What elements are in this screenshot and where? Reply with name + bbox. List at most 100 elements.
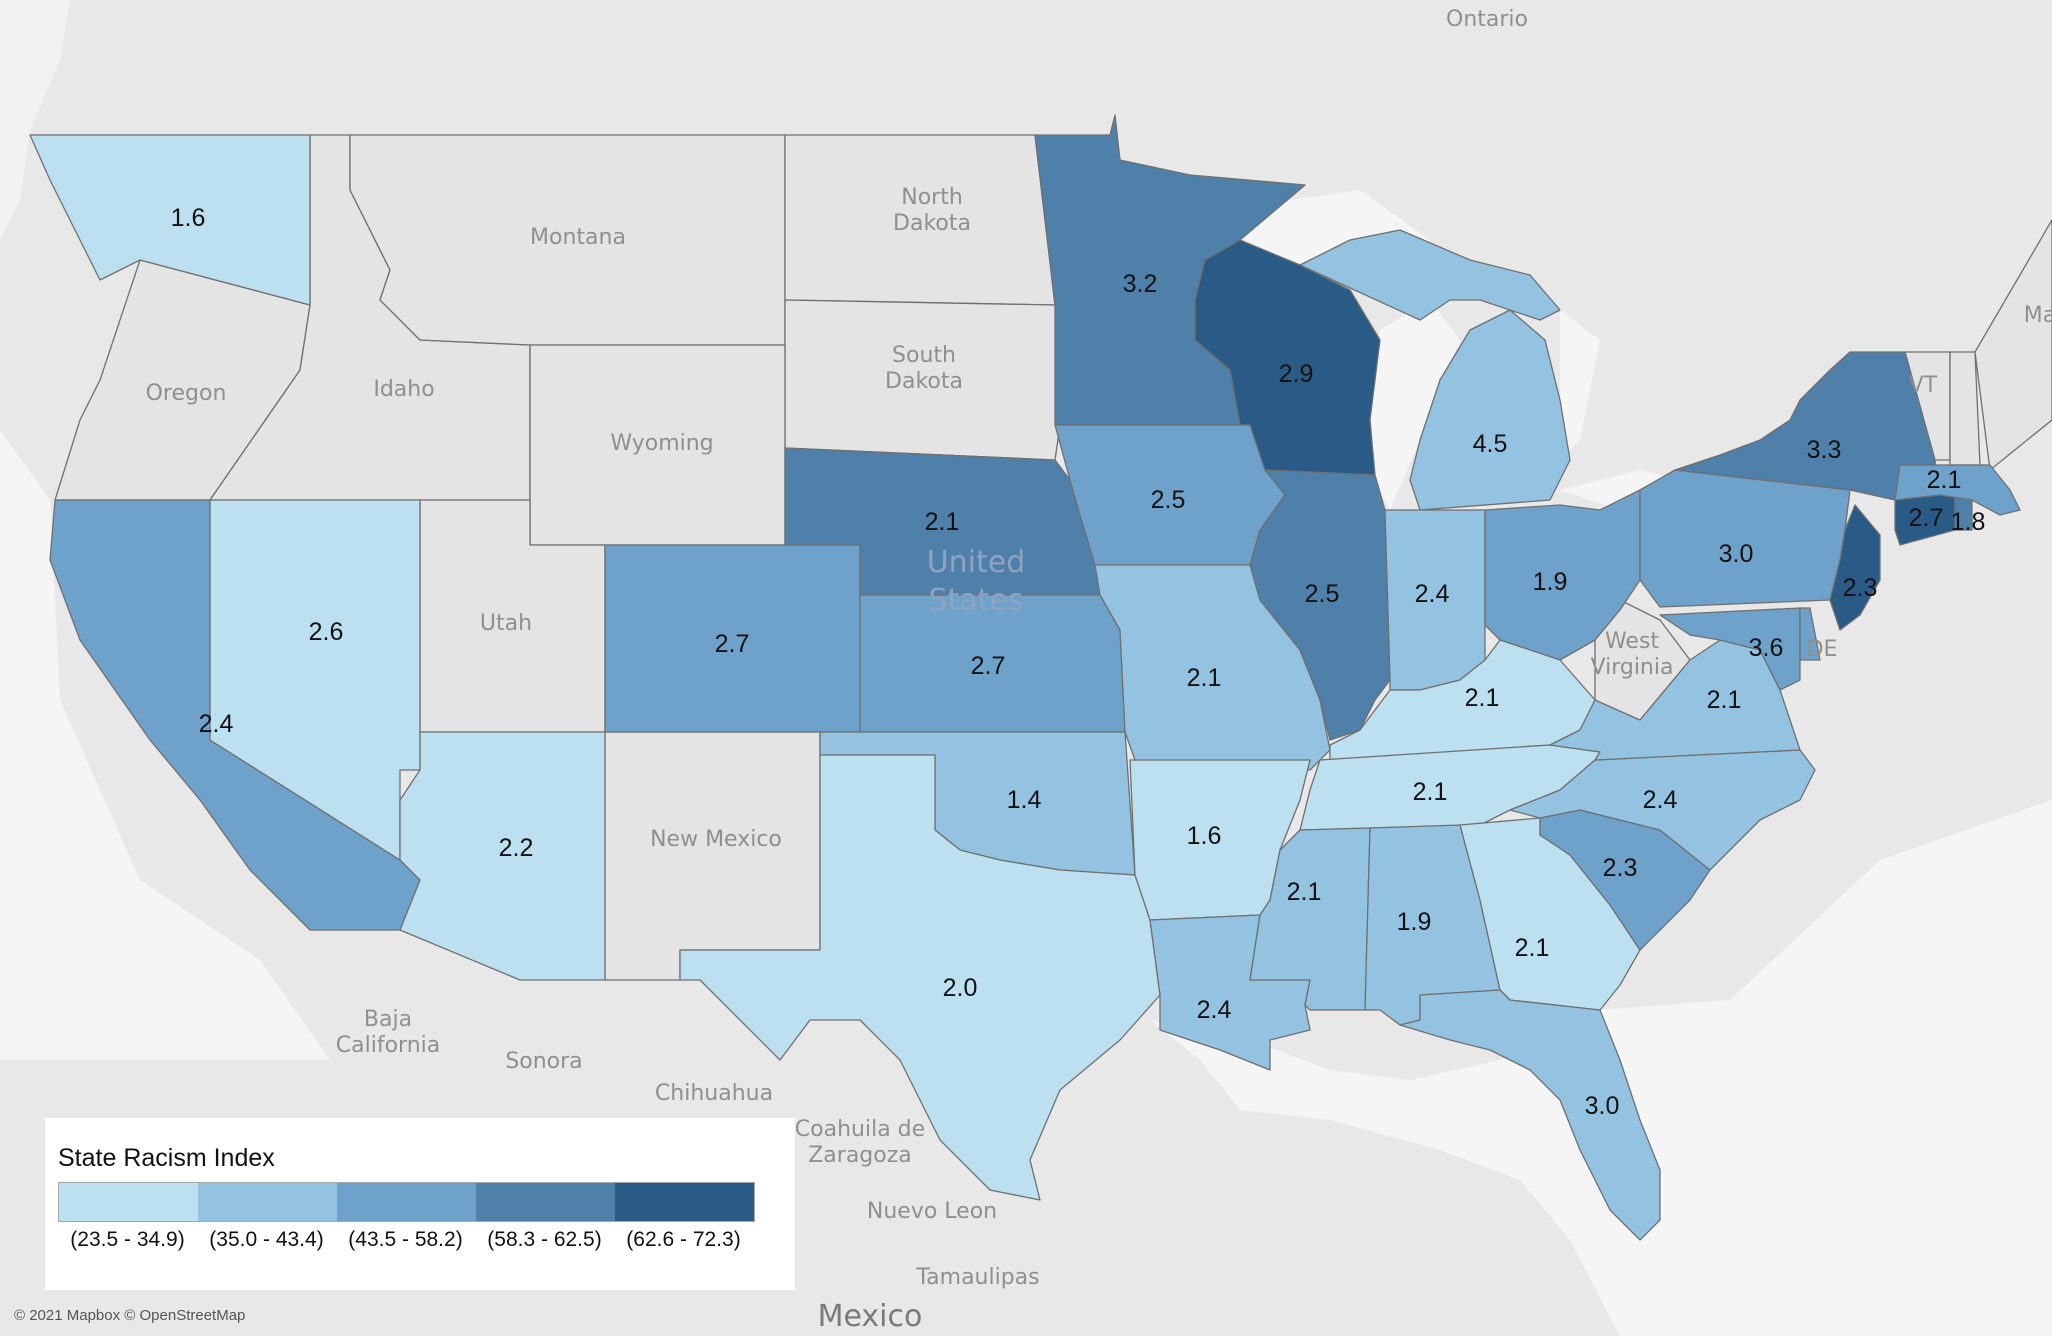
- state-new-mexico: [604, 731, 821, 981]
- state-pennsylvania: [1639, 469, 1851, 608]
- state-florida: [1399, 989, 1661, 1241]
- value-kentucky: 2.1: [1465, 684, 1500, 712]
- value-florida: 3.0: [1585, 1092, 1620, 1120]
- value-pennsylvania: 3.0: [1719, 540, 1754, 568]
- value-iowa: 2.5: [1151, 486, 1186, 514]
- state-michigan: [1299, 229, 1571, 511]
- label-mexico: Mexico: [818, 1299, 923, 1334]
- state-arizona: [399, 731, 606, 981]
- label-north-dakota-2: Dakota: [893, 211, 971, 236]
- value-louisiana: 2.4: [1197, 996, 1232, 1024]
- map-attribution[interactable]: © 2021 Mapbox © OpenStreetMap: [14, 1307, 246, 1324]
- value-arizona: 2.2: [499, 834, 534, 862]
- value-maryland: 3.6: [1749, 634, 1784, 662]
- value-virginia: 2.1: [1707, 686, 1742, 714]
- state-new-hampshire: [1949, 351, 1981, 466]
- value-minnesota: 3.2: [1123, 270, 1158, 298]
- value-colorado: 2.7: [715, 630, 750, 658]
- label-wyoming: Wyoming: [610, 431, 713, 456]
- value-indiana: 2.4: [1415, 580, 1450, 608]
- value-michigan: 4.5: [1473, 430, 1508, 458]
- value-mississippi: 2.1: [1287, 878, 1322, 906]
- legend-label-3: (43.5 - 58.2): [348, 1228, 463, 1251]
- label-states: States: [928, 583, 1023, 618]
- legend-label-4: (58.3 - 62.5): [487, 1228, 602, 1251]
- label-chihuahua: Chihuahua: [655, 1081, 773, 1106]
- value-alabama: 1.9: [1397, 908, 1432, 936]
- label-west-virginia-1: West: [1605, 629, 1659, 654]
- pacific-water: [0, 0, 70, 240]
- legend-label-2: (35.0 - 43.4): [209, 1228, 324, 1251]
- value-north-carolina: 2.4: [1643, 786, 1678, 814]
- lake-michigan: [1370, 300, 1460, 510]
- value-nevada: 2.6: [309, 618, 344, 646]
- label-baja-2: California: [336, 1033, 440, 1058]
- label-oregon: Oregon: [146, 381, 227, 406]
- value-connecticut: 2.7: [1909, 504, 1944, 532]
- value-new-jersey: 2.3: [1843, 574, 1878, 602]
- lake-erie: [1560, 470, 1680, 510]
- value-oklahoma: 1.4: [1007, 786, 1042, 814]
- state-maine: [1974, 219, 2052, 471]
- value-wisconsin: 2.9: [1279, 360, 1314, 388]
- label-vt: VT: [1909, 373, 1938, 398]
- legend-swatch-4: [476, 1183, 615, 1221]
- value-kansas: 2.7: [971, 652, 1006, 680]
- value-ohio: 1.9: [1533, 568, 1568, 596]
- value-washington: 1.6: [171, 204, 206, 232]
- label-nuevo-leon: Nuevo Leon: [867, 1199, 997, 1224]
- legend-title: State Racism Index: [58, 1144, 275, 1172]
- value-illinois: 2.5: [1305, 580, 1340, 608]
- label-south-dakota-1: South: [892, 343, 956, 368]
- state-new-jersey: [1829, 504, 1881, 631]
- value-south-carolina: 2.3: [1603, 854, 1638, 882]
- pacific-ocean: [0, 430, 330, 1060]
- label-idaho: Idaho: [373, 377, 434, 402]
- state-texas: [679, 754, 1161, 1201]
- value-texas: 2.0: [943, 974, 978, 1002]
- value-georgia: 2.1: [1515, 934, 1550, 962]
- value-california: 2.4: [199, 710, 234, 738]
- label-north-dakota-1: North: [901, 185, 963, 210]
- state-ohio: [1484, 489, 1641, 661]
- value-nebraska: 2.1: [925, 508, 960, 536]
- map-place-labels: Ontario Ma Montana Idaho Oregon Wyoming …: [146, 7, 2052, 1334]
- legend-swatch-2: [198, 1183, 337, 1221]
- state-nevada: [209, 499, 421, 861]
- state-value-labels: 1.6 2.4 2.6 2.2 2.7 2.1 2.7 1.4 2.0 3.2 …: [171, 204, 1986, 1120]
- label-ma-cut: Ma: [2024, 303, 2052, 328]
- label-united: United: [927, 545, 1026, 580]
- label-tamaulipas: Tamaulipas: [915, 1265, 1039, 1290]
- value-arkansas: 1.6: [1187, 822, 1222, 850]
- state-washington: [29, 134, 311, 306]
- legend-label-1: (23.5 - 34.9): [70, 1228, 185, 1251]
- label-coahuila-1: Coahuila de: [795, 1117, 925, 1142]
- label-ontario: Ontario: [1446, 7, 1528, 32]
- value-massachusetts: 2.1: [1927, 466, 1962, 494]
- label-baja-1: Baja: [364, 1007, 412, 1032]
- lake-huron: [1560, 310, 1600, 460]
- legend-label-5: (62.6 - 72.3): [626, 1228, 741, 1251]
- state-massachusetts: [1894, 464, 2021, 516]
- data-states: [29, 114, 2021, 1241]
- legend-swatch-1: [59, 1183, 198, 1221]
- state-delaware: [1799, 607, 1821, 661]
- label-sonora: Sonora: [505, 1049, 582, 1074]
- no-data-states: [54, 134, 2052, 981]
- value-new-york: 3.3: [1807, 436, 1842, 464]
- legend-swatch-5: [615, 1183, 754, 1221]
- label-new-mexico: New Mexico: [650, 827, 782, 852]
- label-de: DE: [1807, 637, 1838, 662]
- label-utah: Utah: [480, 611, 532, 636]
- legend-color-bar: [58, 1182, 755, 1222]
- label-west-virginia-2: Virginia: [1591, 655, 1674, 680]
- legend-swatch-3: [337, 1183, 476, 1221]
- label-coahuila-2: Zaragoza: [808, 1143, 912, 1168]
- legend-labels: (23.5 - 34.9) (35.0 - 43.4) (43.5 - 58.2…: [58, 1228, 753, 1252]
- value-rhode-island: 1.8: [1951, 508, 1986, 536]
- value-tennessee: 2.1: [1413, 778, 1448, 806]
- label-south-dakota-2: Dakota: [885, 369, 963, 394]
- label-montana: Montana: [530, 225, 626, 250]
